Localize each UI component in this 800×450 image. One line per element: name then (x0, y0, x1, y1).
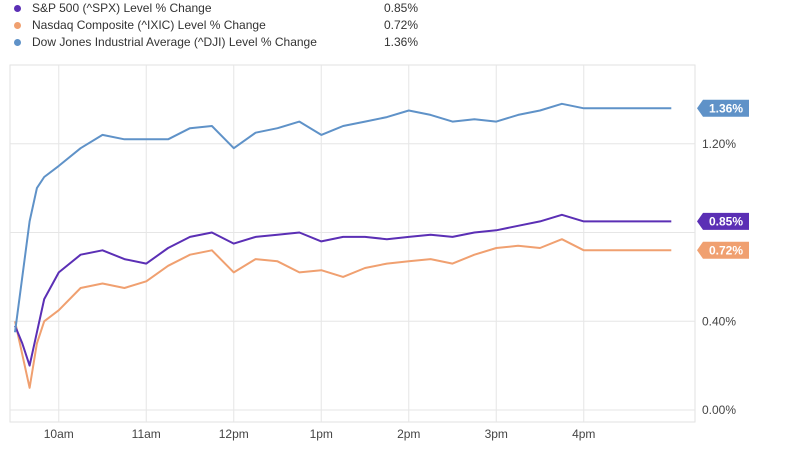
plot-frame (9, 64, 696, 423)
y-tick-label: 1.20% (702, 137, 736, 151)
y-tick-label: 0.00% (702, 403, 736, 417)
x-tick-label: 1pm (310, 427, 333, 441)
y-tick-label: 0.40% (702, 314, 736, 328)
x-tick-label: 11am (132, 427, 161, 441)
legend-label-dji: Dow Jones Industrial Average (^DJI) Leve… (32, 35, 317, 49)
legend-value-spx: 0.85% (384, 1, 419, 15)
end-label-dji-badge (697, 99, 749, 117)
end-label-spx-badge (697, 212, 749, 230)
series-line-dji (14, 102, 672, 333)
legend-item-spx[interactable]: S&P 500 (^SPX) Level % Change 0.85% (14, 0, 434, 17)
legend: S&P 500 (^SPX) Level % Change 0.85% Nasd… (14, 0, 434, 51)
legend-dot-spx (14, 5, 21, 12)
legend-value-dji: 1.36% (384, 35, 419, 49)
legend-value-ixic: 0.72% (384, 18, 419, 32)
legend-item-dji[interactable]: Dow Jones Industrial Average (^DJI) Leve… (14, 34, 434, 51)
x-tick-label: 12pm (219, 427, 249, 441)
x-tick-label: 2pm (397, 427, 420, 441)
end-label-ixic: 0.72% (709, 243, 743, 257)
legend-dot-ixic (14, 22, 21, 29)
legend-label-spx: S&P 500 (^SPX) Level % Change (32, 1, 212, 15)
end-label-ixic-badge (697, 241, 749, 259)
x-tick-label: 10am (44, 427, 74, 441)
legend-dot-dji (14, 39, 21, 46)
legend-item-ixic[interactable]: Nasdaq Composite (^IXIC) Level % Change … (14, 17, 434, 34)
end-label-dji: 1.36% (709, 101, 743, 115)
end-label-spx: 0.85% (709, 214, 743, 228)
legend-label-ixic: Nasdaq Composite (^IXIC) Level % Change (32, 18, 266, 32)
x-tick-label: 4pm (572, 427, 595, 441)
x-tick-label: 3pm (485, 427, 508, 441)
series-line-spx (14, 213, 672, 367)
series-line-ixic (14, 238, 672, 389)
